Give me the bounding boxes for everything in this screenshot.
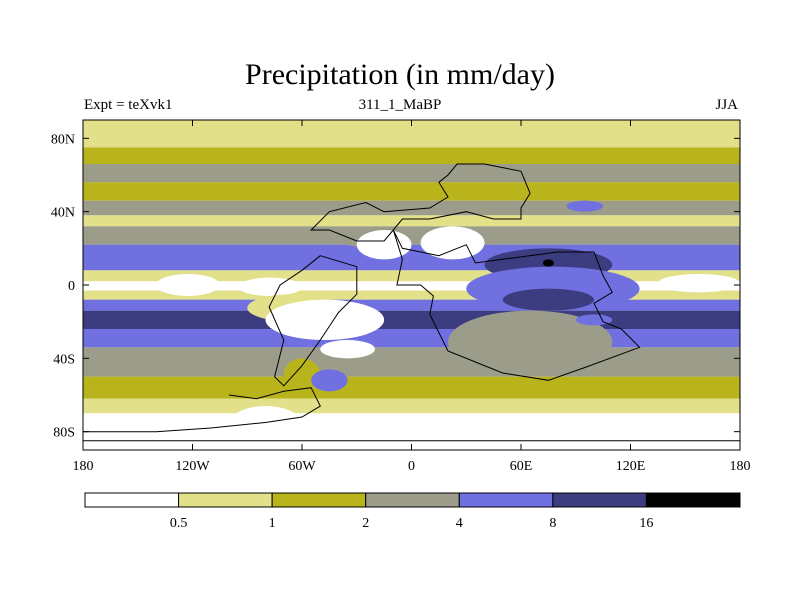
precip-band — [83, 299, 740, 311]
colorbar-swatch — [271, 492, 367, 508]
precip-band — [83, 164, 740, 183]
precip-band — [83, 182, 740, 201]
precip-band — [83, 281, 740, 291]
y-axis: 80N 40N 0 40S 80S — [51, 132, 740, 441]
x-tick-label: 180 — [73, 459, 94, 474]
x-tick-label: 60W — [288, 459, 316, 474]
precip-band — [83, 270, 740, 282]
precip-band — [83, 310, 740, 329]
precip-band — [83, 376, 740, 399]
y-tick-label: 40N — [51, 206, 75, 221]
colorbar: 0.5 1 2 4 8 16 — [84, 492, 741, 531]
precip-region — [542, 259, 554, 267]
coastline — [268, 255, 358, 387]
precip-region — [502, 288, 594, 311]
colorbar-swatch — [178, 492, 273, 508]
precip-region — [320, 340, 375, 359]
y-tick-label: 40S — [53, 352, 75, 367]
y-tick-label: 0 — [68, 279, 75, 294]
precip-region — [657, 274, 740, 293]
colorbar-label: 8 — [549, 516, 556, 531]
x-tick-label: 60E — [510, 459, 533, 474]
precipitation-field — [83, 120, 740, 450]
precip-band — [83, 290, 740, 300]
colorbar-label: 1 — [269, 516, 276, 531]
x-tick-label: 180 — [730, 459, 751, 474]
precip-region — [575, 314, 613, 326]
colorbar-swatch — [458, 492, 554, 508]
y-tick-label: 80S — [53, 426, 75, 441]
colorbar-swatch — [365, 492, 460, 508]
precip-band — [83, 200, 740, 216]
precip-band — [83, 226, 740, 245]
chart-title: Precipitation (in mm/day) — [245, 58, 555, 91]
precip-region — [311, 369, 348, 392]
x-axis: 180 120W 60W 0 60E 120E 180 — [73, 120, 751, 474]
coastline — [83, 387, 321, 433]
precip-band — [83, 329, 740, 348]
coastlines — [83, 163, 740, 442]
precip-band — [83, 147, 740, 164]
precip-region — [448, 310, 613, 374]
precip-region — [356, 230, 412, 260]
precip-region — [229, 406, 302, 443]
precip-region — [283, 358, 321, 392]
precip-band — [83, 244, 740, 271]
y-tick-label: 80N — [51, 132, 75, 147]
period-label: 311_1_MaBP — [358, 97, 442, 113]
precip-band — [83, 413, 740, 450]
colorbar-swatch — [84, 492, 180, 508]
colorbar-label: 4 — [456, 516, 463, 531]
experiment-label: Expt = teXvk1 — [84, 97, 173, 113]
x-tick-label: 0 — [408, 459, 415, 474]
precip-region — [420, 226, 485, 260]
precip-band — [83, 215, 740, 227]
precip-region — [238, 277, 302, 297]
colorbar-label: 2 — [362, 516, 369, 531]
colorbar-swatch — [552, 492, 647, 508]
x-tick-label: 120E — [616, 459, 646, 474]
colorbar-swatch — [645, 492, 741, 508]
precip-region — [265, 299, 385, 341]
precip-region — [566, 200, 604, 212]
coastline — [392, 229, 641, 381]
season-label: JJA — [715, 97, 738, 113]
precip-band — [83, 398, 740, 414]
x-tick-label: 120W — [175, 459, 210, 474]
precip-region — [156, 274, 220, 296]
colorbar-label: 16 — [639, 516, 653, 531]
precip-band — [83, 347, 740, 377]
colorbar-label: 0.5 — [170, 516, 188, 531]
